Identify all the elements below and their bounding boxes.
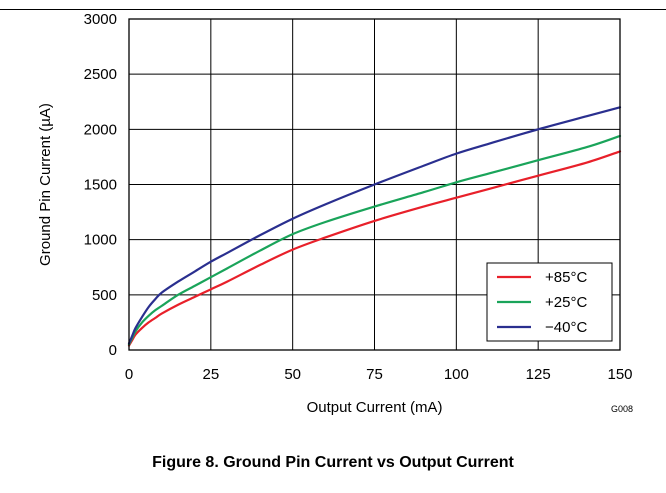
plot-frame [128, 18, 621, 351]
x-tick-label: 100 [444, 366, 469, 383]
series-line [127, 150, 622, 347]
y-tick-labels: 0 500 1000 1500 2000 2500 3000 [84, 11, 117, 359]
legend-label: −40°C [545, 319, 587, 336]
y-tick-label: 3000 [84, 11, 117, 28]
x-tick-label: 75 [366, 366, 383, 383]
x-tick-label: 25 [202, 366, 219, 383]
x-tick-labels: 0 25 50 75 100 125 150 [125, 366, 633, 383]
y-tick-label: 2500 [84, 66, 117, 83]
series-lines [127, 106, 622, 347]
x-axis-label: Output Current (mA) [307, 399, 443, 416]
y-tick-label: 1000 [84, 232, 117, 249]
y-tick-label: 2000 [84, 121, 117, 138]
x-tick-label: 125 [526, 366, 551, 383]
series-line [127, 106, 622, 345]
legend-label: +25°C [545, 294, 587, 311]
x-tick-label: 150 [607, 366, 632, 383]
figure-code: G008 [611, 404, 633, 414]
x-tick-label: 50 [284, 366, 301, 383]
x-tick-label: 0 [125, 366, 133, 383]
top-rule [0, 9, 666, 10]
y-tick-label: 1500 [84, 177, 117, 194]
y-tick-label: 0 [109, 342, 117, 359]
chart: 0 25 50 75 100 125 150 0 500 1000 1500 2000 2500 300… [37, 11, 633, 416]
legend-label: +85°C [545, 269, 587, 286]
legend: +85°C +25°C −40°C [486, 262, 613, 342]
y-tick-label: 500 [92, 287, 117, 304]
series-line [127, 134, 622, 346]
y-axis-label: Ground Pin Current (µA) [37, 103, 54, 266]
figure-caption: Figure 8. Ground Pin Current vs Output C… [152, 454, 514, 471]
